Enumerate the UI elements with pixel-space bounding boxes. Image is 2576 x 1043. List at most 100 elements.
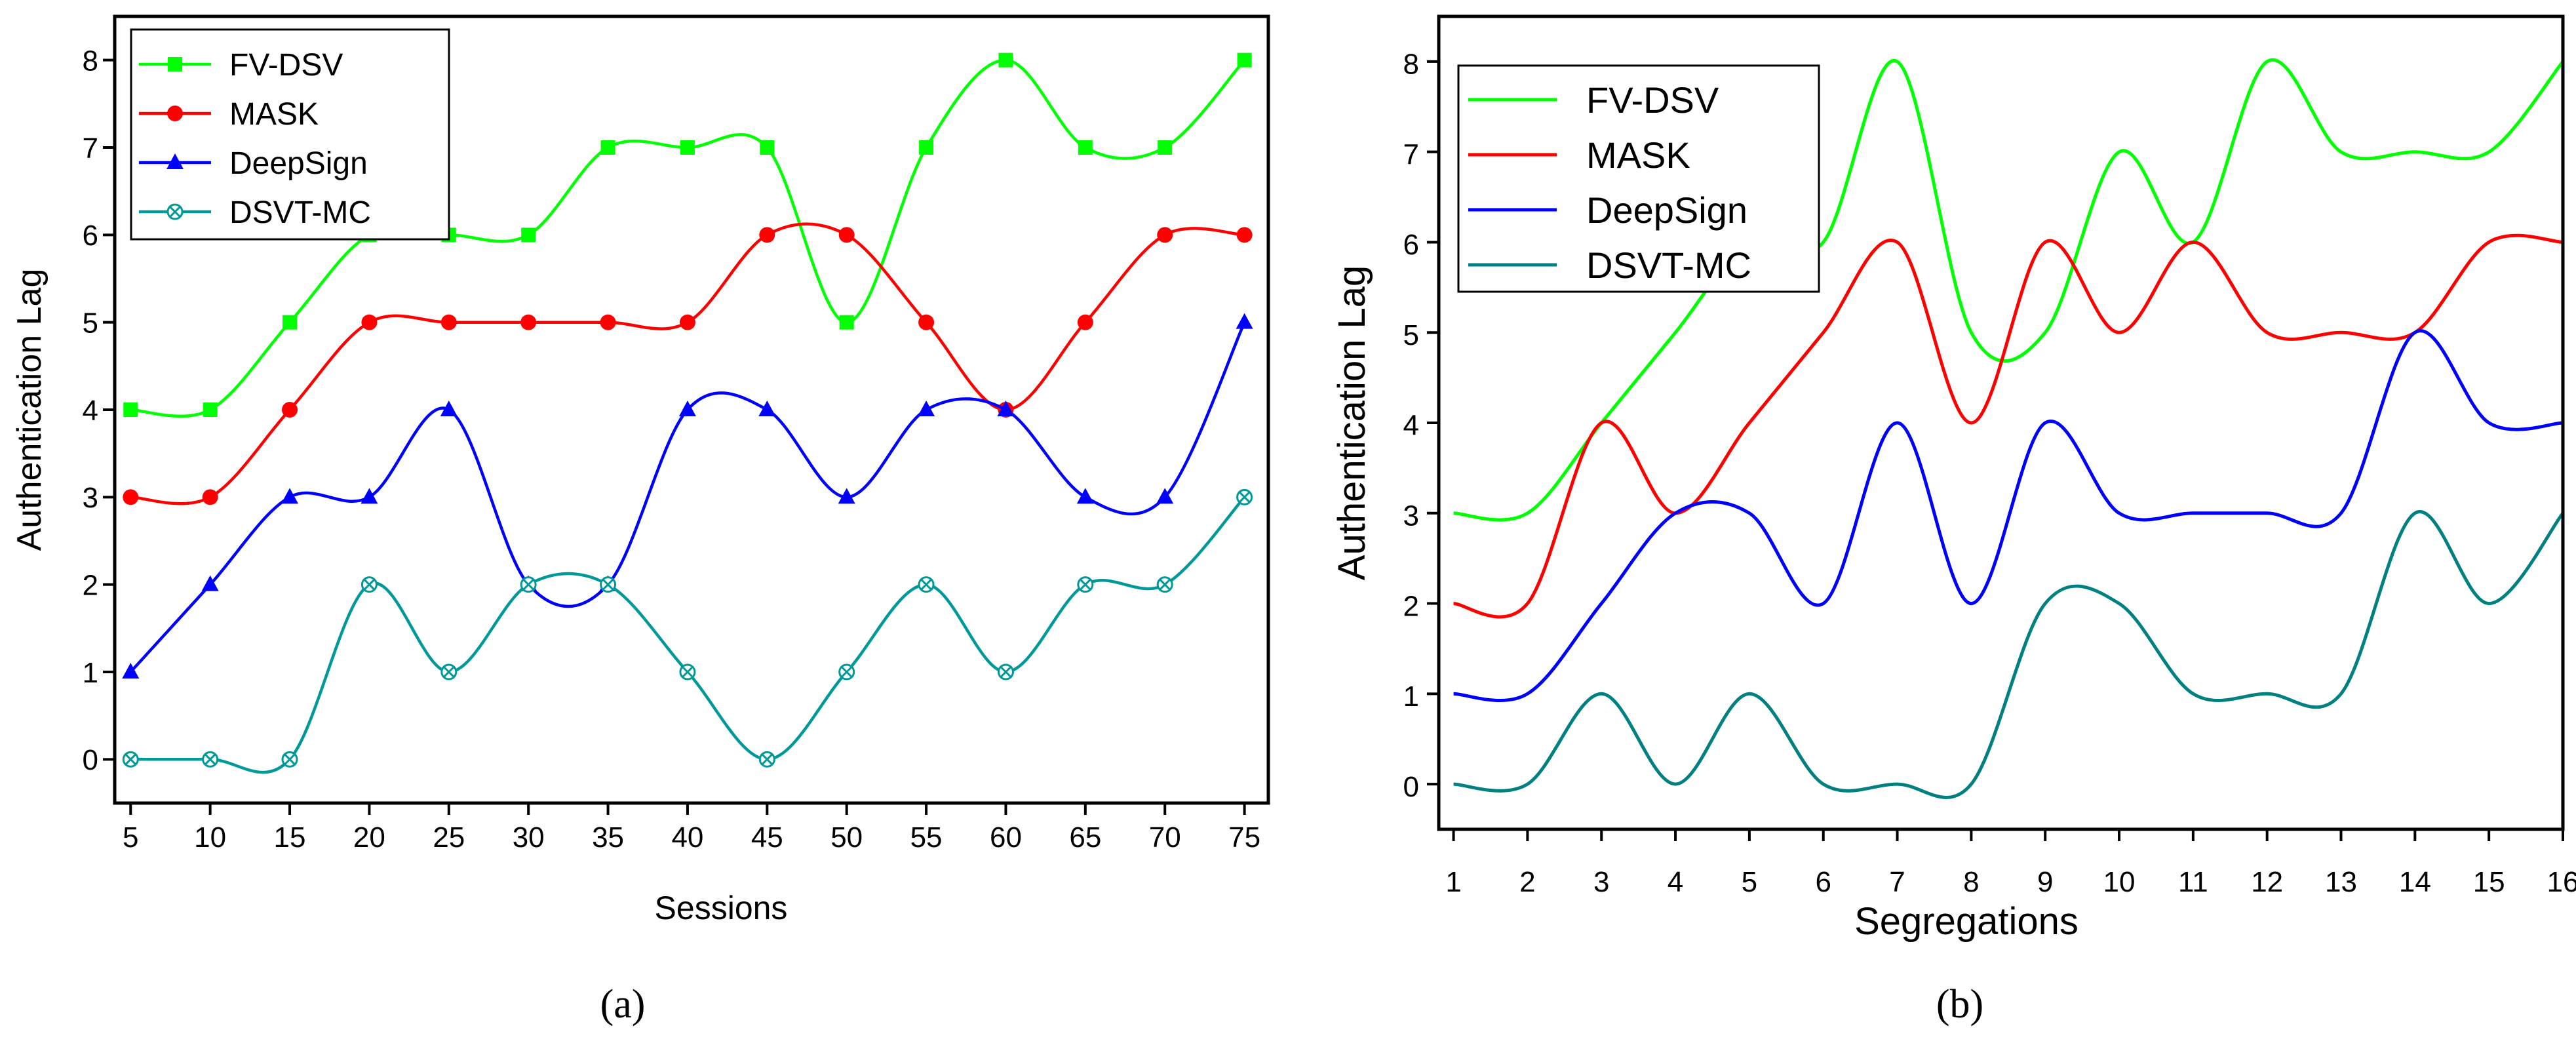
x-tick-label: 20: [353, 821, 385, 854]
x-tick-label: 50: [830, 821, 863, 854]
legend-box: [130, 28, 450, 241]
legend-entry-deepsign: DeepSign: [1468, 189, 1747, 231]
legend-entry-mask: MASK: [1468, 134, 1690, 176]
x-tick-label: 3: [1593, 866, 1609, 898]
data-point-deepsign: [361, 488, 378, 504]
y-tick-label: 7: [1403, 138, 1419, 170]
data-point-dsvt-mc: [1236, 488, 1253, 505]
data-point-mask: [520, 314, 537, 330]
x-tick-label: 6: [1815, 866, 1831, 898]
series-deepsign: [122, 313, 1253, 679]
data-point-mask: [123, 489, 139, 505]
series-line-deepsign: [129, 321, 1246, 673]
x-tick-label: 35: [592, 821, 624, 854]
data-point-fv-dsv: [1158, 140, 1173, 155]
panel-label-b: (b): [1936, 982, 1983, 1027]
data-point-deepsign: [1076, 488, 1094, 504]
x-tick-label: 15: [274, 821, 306, 854]
x-tick-label: 30: [513, 821, 545, 854]
legend-entry-fv-dsv: FV-DSV: [139, 48, 343, 83]
legend-marker: [166, 203, 184, 220]
x-tick-label: 4: [1668, 866, 1683, 898]
x-tick-label: 75: [1228, 821, 1260, 854]
data-point-fv-dsv: [521, 227, 536, 243]
data-point-deepsign: [838, 488, 855, 504]
data-point-deepsign: [1156, 488, 1174, 504]
y-tick-label: 2: [1403, 590, 1419, 622]
data-point-fv-dsv: [680, 140, 695, 155]
series-mask: [123, 222, 1253, 505]
y-tick-label: 3: [83, 482, 98, 514]
legend-label: FV-DSV: [1586, 79, 1719, 121]
x-tick-label: 10: [2103, 866, 2136, 898]
y-tick-label: 4: [1403, 410, 1419, 442]
data-point-fv-dsv: [998, 52, 1013, 68]
data-point-mask: [600, 314, 616, 330]
y-tick-label: 8: [83, 45, 98, 77]
x-tick-label: 5: [123, 821, 138, 854]
x-tick-label: 1: [1445, 866, 1461, 898]
data-point-dsvt-mc: [997, 663, 1014, 680]
y-tick-label: 6: [1403, 229, 1419, 261]
data-point-dsvt-mc: [281, 751, 298, 768]
data-point-fv-dsv: [600, 140, 615, 155]
x-tick-label: 70: [1149, 821, 1181, 854]
y-tick-label: 7: [83, 132, 98, 165]
legend-entry-dsvt-mc: DSVT-MC: [1468, 245, 1751, 286]
y-tick-label: 8: [1403, 49, 1419, 81]
legend-marker: [166, 153, 184, 169]
data-point-mask: [440, 314, 457, 330]
data-point-fv-dsv: [1237, 52, 1252, 68]
data-point-fv-dsv: [760, 140, 775, 155]
series-line-deepsign: [1453, 329, 2564, 703]
data-point-dsvt-mc: [361, 576, 378, 593]
x-axis-label: Sessions: [655, 890, 788, 926]
data-point-dsvt-mc: [1156, 576, 1173, 593]
legend-label: MASK: [229, 97, 319, 132]
data-point-mask: [838, 227, 855, 243]
x-tick-label: 9: [2037, 866, 2053, 898]
legend-entry-mask: MASK: [139, 97, 319, 132]
data-point-deepsign: [281, 488, 299, 504]
y-axis-label: Authentication Lag: [10, 269, 49, 551]
data-point-mask: [282, 402, 298, 418]
data-point-fv-dsv: [203, 403, 218, 417]
legend-entry-fv-dsv: FV-DSV: [1468, 79, 1719, 121]
x-tick-label: 7: [1889, 866, 1905, 898]
x-tick-label: 40: [671, 821, 703, 854]
legend-label: DeepSign: [1586, 189, 1747, 231]
data-point-deepsign: [122, 663, 140, 679]
y-tick-label: 5: [1403, 319, 1419, 351]
data-point-dsvt-mc: [758, 751, 775, 768]
x-tick-label: 65: [1069, 821, 1101, 854]
data-point-fv-dsv: [919, 140, 934, 155]
x-tick-label: 5: [1742, 866, 1757, 898]
y-tick-label: 4: [83, 395, 98, 427]
legend: FV-DSV MASK DeepSign DSVT-MC: [130, 28, 450, 241]
series-line-mask: [130, 222, 1245, 505]
x-tick-label: 45: [751, 821, 783, 854]
panel-label-a-text: (a): [600, 982, 646, 1027]
data-point-dsvt-mc: [520, 576, 537, 593]
series-line-dsvt-mc: [130, 496, 1246, 774]
data-point-dsvt-mc: [440, 663, 458, 680]
data-point-dsvt-mc: [600, 576, 617, 593]
legend-box: [1457, 64, 1820, 293]
data-point-deepsign: [1236, 313, 1253, 329]
x-tick-label: 13: [2325, 866, 2357, 898]
x-tick-label: 10: [194, 821, 226, 854]
x-tick-label: 12: [2251, 866, 2283, 898]
data-point-deepsign: [201, 575, 219, 591]
data-point-deepsign: [758, 401, 776, 416]
data-point-mask: [918, 314, 935, 330]
x-axis-label: Segregations: [1854, 900, 2078, 943]
x-tick-label: 16: [2547, 866, 2576, 898]
data-point-dsvt-mc: [918, 576, 935, 593]
x-tick-label: 55: [910, 821, 943, 854]
data-point-mask: [1236, 227, 1253, 243]
legend-label: DSVT-MC: [229, 195, 371, 230]
data-point-mask: [759, 227, 775, 243]
